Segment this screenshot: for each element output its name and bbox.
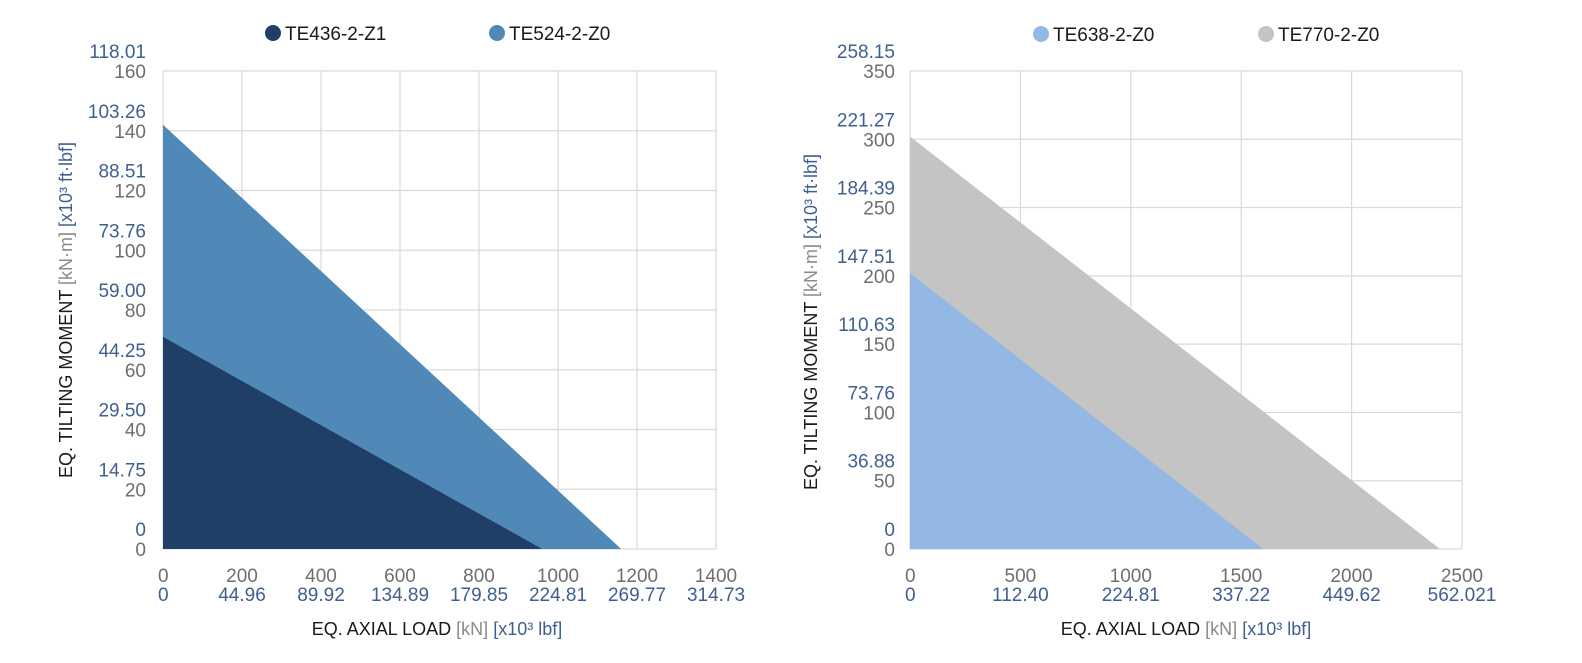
y-tick-label-imperial: 73.76 bbox=[847, 383, 895, 404]
y-tick-label: 120 bbox=[114, 182, 146, 203]
chart-2: 00500112.401000224.811500337.222000449.6… bbox=[801, 25, 1496, 639]
x-tick-label-imperial: 44.96 bbox=[218, 585, 266, 606]
x-tick-label: 1000 bbox=[1110, 566, 1152, 587]
y-tick-label: 0 bbox=[884, 540, 895, 561]
x-tick-label: 1500 bbox=[1220, 566, 1262, 587]
x-tick-label: 2000 bbox=[1330, 566, 1372, 587]
area-te638-2-z0 bbox=[910, 273, 1264, 549]
y-tick-label-imperial: 73.76 bbox=[98, 221, 146, 242]
y-tick-label-imperial: 221.27 bbox=[837, 110, 895, 131]
x-tick-label-imperial: 0 bbox=[158, 585, 169, 606]
x-tick-label-imperial: 337.22 bbox=[1212, 585, 1270, 606]
legend-label: TE524-2-Z0 bbox=[509, 24, 610, 45]
x-tick-label-imperial: 89.92 bbox=[297, 585, 345, 606]
y-tick-label-imperial: 88.51 bbox=[98, 162, 146, 183]
y-tick-label-imperial: 147.51 bbox=[837, 247, 895, 268]
y-tick-label: 50 bbox=[874, 472, 895, 493]
x-tick-label: 800 bbox=[463, 566, 495, 587]
x-tick-label: 200 bbox=[226, 566, 258, 587]
x-tick-label: 2500 bbox=[1441, 566, 1483, 587]
y-tick-label-imperial: 14.75 bbox=[98, 460, 146, 481]
x-tick-label-imperial: 449.62 bbox=[1323, 585, 1381, 606]
x-tick-label-imperial: 269.77 bbox=[608, 585, 666, 606]
x-tick-label-imperial: 562.021 bbox=[1428, 585, 1497, 606]
y-tick-label: 100 bbox=[114, 241, 146, 262]
y-tick-label: 200 bbox=[863, 267, 895, 288]
x-tick-label-imperial: 314.73 bbox=[687, 585, 745, 606]
x-tick-label: 1400 bbox=[695, 566, 737, 587]
y-tick-label: 250 bbox=[863, 199, 895, 220]
y-tick-label-imperial: 184.39 bbox=[837, 179, 895, 200]
x-tick-label: 500 bbox=[1005, 566, 1037, 587]
y-tick-label: 100 bbox=[863, 403, 895, 424]
y-tick-label: 20 bbox=[125, 480, 146, 501]
y-axis-title: EQ. TILTING MOMENT [kN·m] [x10³ ft·lbf] bbox=[801, 154, 821, 490]
y-tick-label-imperial: 0 bbox=[135, 520, 146, 541]
y-tick-label: 80 bbox=[125, 301, 146, 322]
x-axis-title: EQ. AXIAL LOAD [kN] [x10³ lbf] bbox=[312, 619, 562, 639]
y-tick-label: 300 bbox=[863, 130, 895, 151]
x-tick-label: 600 bbox=[384, 566, 416, 587]
x-tick-label-imperial: 134.89 bbox=[371, 585, 429, 606]
y-tick-label: 160 bbox=[114, 62, 146, 83]
x-tick-label: 1000 bbox=[537, 566, 579, 587]
y-tick-label-imperial: 118.01 bbox=[89, 42, 146, 63]
chart-1: 0020044.9640089.92600134.89800179.851000… bbox=[56, 24, 745, 639]
y-tick-label: 140 bbox=[114, 122, 146, 143]
y-tick-label: 350 bbox=[863, 62, 895, 83]
x-tick-label-imperial: 179.85 bbox=[450, 585, 508, 606]
x-tick-label: 0 bbox=[905, 566, 916, 587]
y-tick-label: 0 bbox=[135, 540, 146, 561]
legend-label: TE638-2-Z0 bbox=[1053, 25, 1154, 46]
y-axis-title: EQ. TILTING MOMENT [kN·m] [x10³ ft·lbf] bbox=[56, 142, 76, 478]
x-tick-label-imperial: 224.81 bbox=[1102, 585, 1160, 606]
y-tick-label: 40 bbox=[125, 421, 146, 442]
x-tick-label-imperial: 224.81 bbox=[529, 585, 587, 606]
y-tick-label-imperial: 44.25 bbox=[98, 341, 146, 362]
y-tick-label-imperial: 36.88 bbox=[847, 452, 895, 473]
x-tick-label: 1200 bbox=[616, 566, 658, 587]
legend-marker bbox=[265, 25, 281, 41]
x-tick-label: 0 bbox=[158, 566, 169, 587]
legend-label: TE436-2-Z1 bbox=[285, 24, 386, 45]
y-tick-label-imperial: 110.63 bbox=[838, 315, 895, 336]
x-tick-label-imperial: 112.40 bbox=[992, 585, 1049, 606]
x-axis-title: EQ. AXIAL LOAD [kN] [x10³ lbf] bbox=[1061, 619, 1311, 639]
legend-marker bbox=[1258, 26, 1274, 42]
y-tick-label-imperial: 103.26 bbox=[88, 102, 146, 123]
area-te436-2-z1 bbox=[163, 336, 543, 549]
x-tick-label-imperial: 0 bbox=[905, 585, 916, 606]
y-tick-label: 60 bbox=[125, 361, 146, 382]
x-tick-label: 400 bbox=[305, 566, 337, 587]
legend-marker bbox=[489, 25, 505, 41]
y-tick-label-imperial: 29.50 bbox=[98, 401, 146, 422]
legend-label: TE770-2-Z0 bbox=[1278, 25, 1379, 46]
y-tick-label-imperial: 59.00 bbox=[98, 281, 146, 302]
y-tick-label: 150 bbox=[863, 335, 895, 356]
y-tick-label-imperial: 0 bbox=[884, 520, 895, 541]
legend-marker bbox=[1033, 26, 1049, 42]
y-tick-label-imperial: 258.15 bbox=[837, 42, 895, 63]
